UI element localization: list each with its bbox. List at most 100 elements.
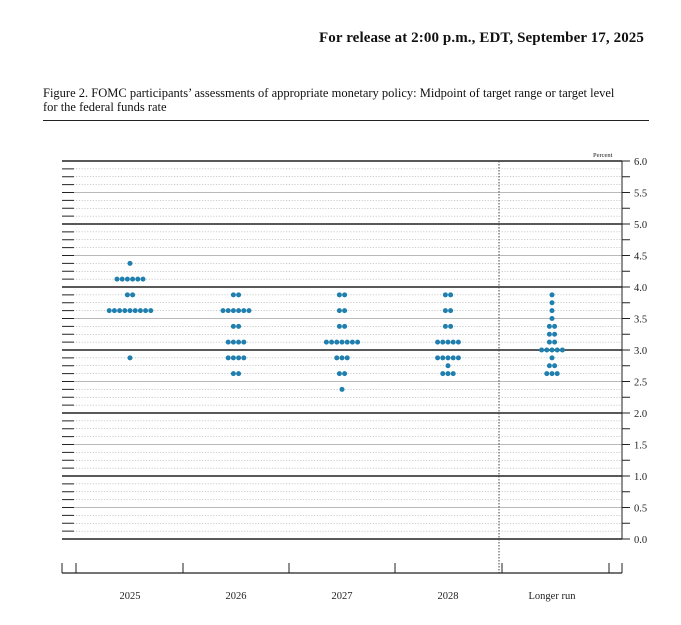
participant-dot (137, 308, 143, 314)
participant-dot (435, 355, 441, 361)
participant-dot (124, 276, 130, 282)
participant-dot (225, 355, 231, 361)
participant-dot (344, 339, 350, 345)
participant-dot (230, 355, 236, 361)
axes: Percent (61, 152, 630, 574)
dots (106, 260, 565, 392)
x-category-label: Longer run (529, 591, 577, 602)
participant-dot (336, 292, 342, 298)
participant-dot (225, 339, 231, 345)
participant-dot (114, 276, 120, 282)
participant-dot (445, 363, 451, 369)
y-tick-label: 5.0 (634, 220, 647, 231)
participant-dot (549, 292, 555, 298)
y-tick-label: 2.5 (634, 378, 647, 389)
participant-dot (448, 323, 454, 329)
participant-dot (440, 371, 446, 377)
y-tick-label: 0.0 (634, 535, 647, 546)
participant-dot (450, 371, 456, 377)
participant-dot (450, 355, 456, 361)
participant-dot (329, 339, 335, 345)
participant-dot (440, 355, 446, 361)
participant-dot (135, 276, 141, 282)
participant-dot (546, 323, 552, 329)
y-tick-label: 1.0 (634, 472, 647, 483)
x-category-label: 2027 (332, 591, 353, 602)
participant-dot (552, 339, 558, 345)
participant-dot (230, 292, 236, 298)
participant-dot (445, 355, 451, 361)
participant-dot (127, 308, 133, 314)
participant-dot (111, 308, 117, 314)
participant-dot (241, 339, 247, 345)
participant-dot (546, 363, 552, 369)
participant-dot (334, 355, 340, 361)
y-tick-label: 3.0 (634, 346, 647, 357)
y-tick-label: 2.0 (634, 409, 647, 420)
participant-dot (336, 323, 342, 329)
participant-dot (336, 371, 342, 377)
participant-dot (442, 292, 448, 298)
figure-title: Figure 2. FOMC participants’ assessments… (43, 86, 615, 114)
y-tick-label: 0.5 (634, 504, 647, 515)
participant-dot (546, 339, 552, 345)
participant-dot (117, 308, 123, 314)
participant-dot (549, 371, 555, 377)
y-tick-label: 6.0 (634, 157, 647, 168)
participant-dot (236, 323, 242, 329)
participant-dot (552, 331, 558, 337)
participant-dot (236, 339, 242, 345)
participant-dot (355, 339, 361, 345)
grid-lines (62, 160, 622, 540)
participant-dot (127, 260, 133, 266)
participant-dot (339, 386, 345, 392)
participant-dot (236, 308, 242, 314)
participant-dot (349, 339, 355, 345)
participant-dot (122, 308, 128, 314)
participant-dot (230, 371, 236, 377)
participant-dot (230, 308, 236, 314)
participant-dot (549, 300, 555, 306)
participant-dot (106, 308, 112, 314)
participant-dot (445, 339, 451, 345)
participant-dot (236, 355, 242, 361)
participant-dot (549, 355, 555, 361)
participant-dot (549, 308, 555, 314)
participant-dot (334, 339, 340, 345)
participant-dot (130, 276, 136, 282)
participant-dot (455, 355, 461, 361)
y-tick-label: 3.5 (634, 315, 647, 326)
participant-dot (230, 323, 236, 329)
participant-dot (342, 323, 348, 329)
y-tick-label: 1.5 (634, 441, 647, 452)
participant-dot (342, 308, 348, 314)
participant-dot (554, 347, 560, 353)
participant-dot (445, 371, 451, 377)
participant-dot (342, 371, 348, 377)
participant-dot (549, 316, 555, 321)
participant-dot (344, 355, 350, 361)
participant-dot (442, 308, 448, 314)
participant-dot (552, 323, 558, 329)
participant-dot (241, 308, 247, 314)
x-category-label: 2025 (120, 591, 141, 602)
participant-dot (448, 292, 454, 298)
participant-dot (455, 339, 461, 345)
participant-dot (323, 339, 329, 345)
participant-dot (435, 339, 441, 345)
participant-dot (339, 355, 345, 361)
x-category-labels: 2025 2026 2027 2028 Longer run (120, 591, 577, 602)
participant-dot (241, 355, 247, 361)
participant-dot (450, 339, 456, 345)
participant-dot (124, 292, 130, 298)
participant-dot (143, 308, 149, 314)
participant-dot (539, 347, 545, 353)
title-rule (43, 120, 649, 121)
y-tick-labels: 6.0 5.5 5.0 4.5 4.0 3.5 3.0 2.5 2.0 1.5 1.0 0.5 0.0 (634, 157, 647, 546)
participant-dot (220, 308, 226, 314)
participant-dot (132, 308, 138, 314)
participant-dot (549, 347, 555, 353)
y-tick-label: 5.5 (634, 189, 647, 200)
participant-dot (544, 371, 550, 377)
